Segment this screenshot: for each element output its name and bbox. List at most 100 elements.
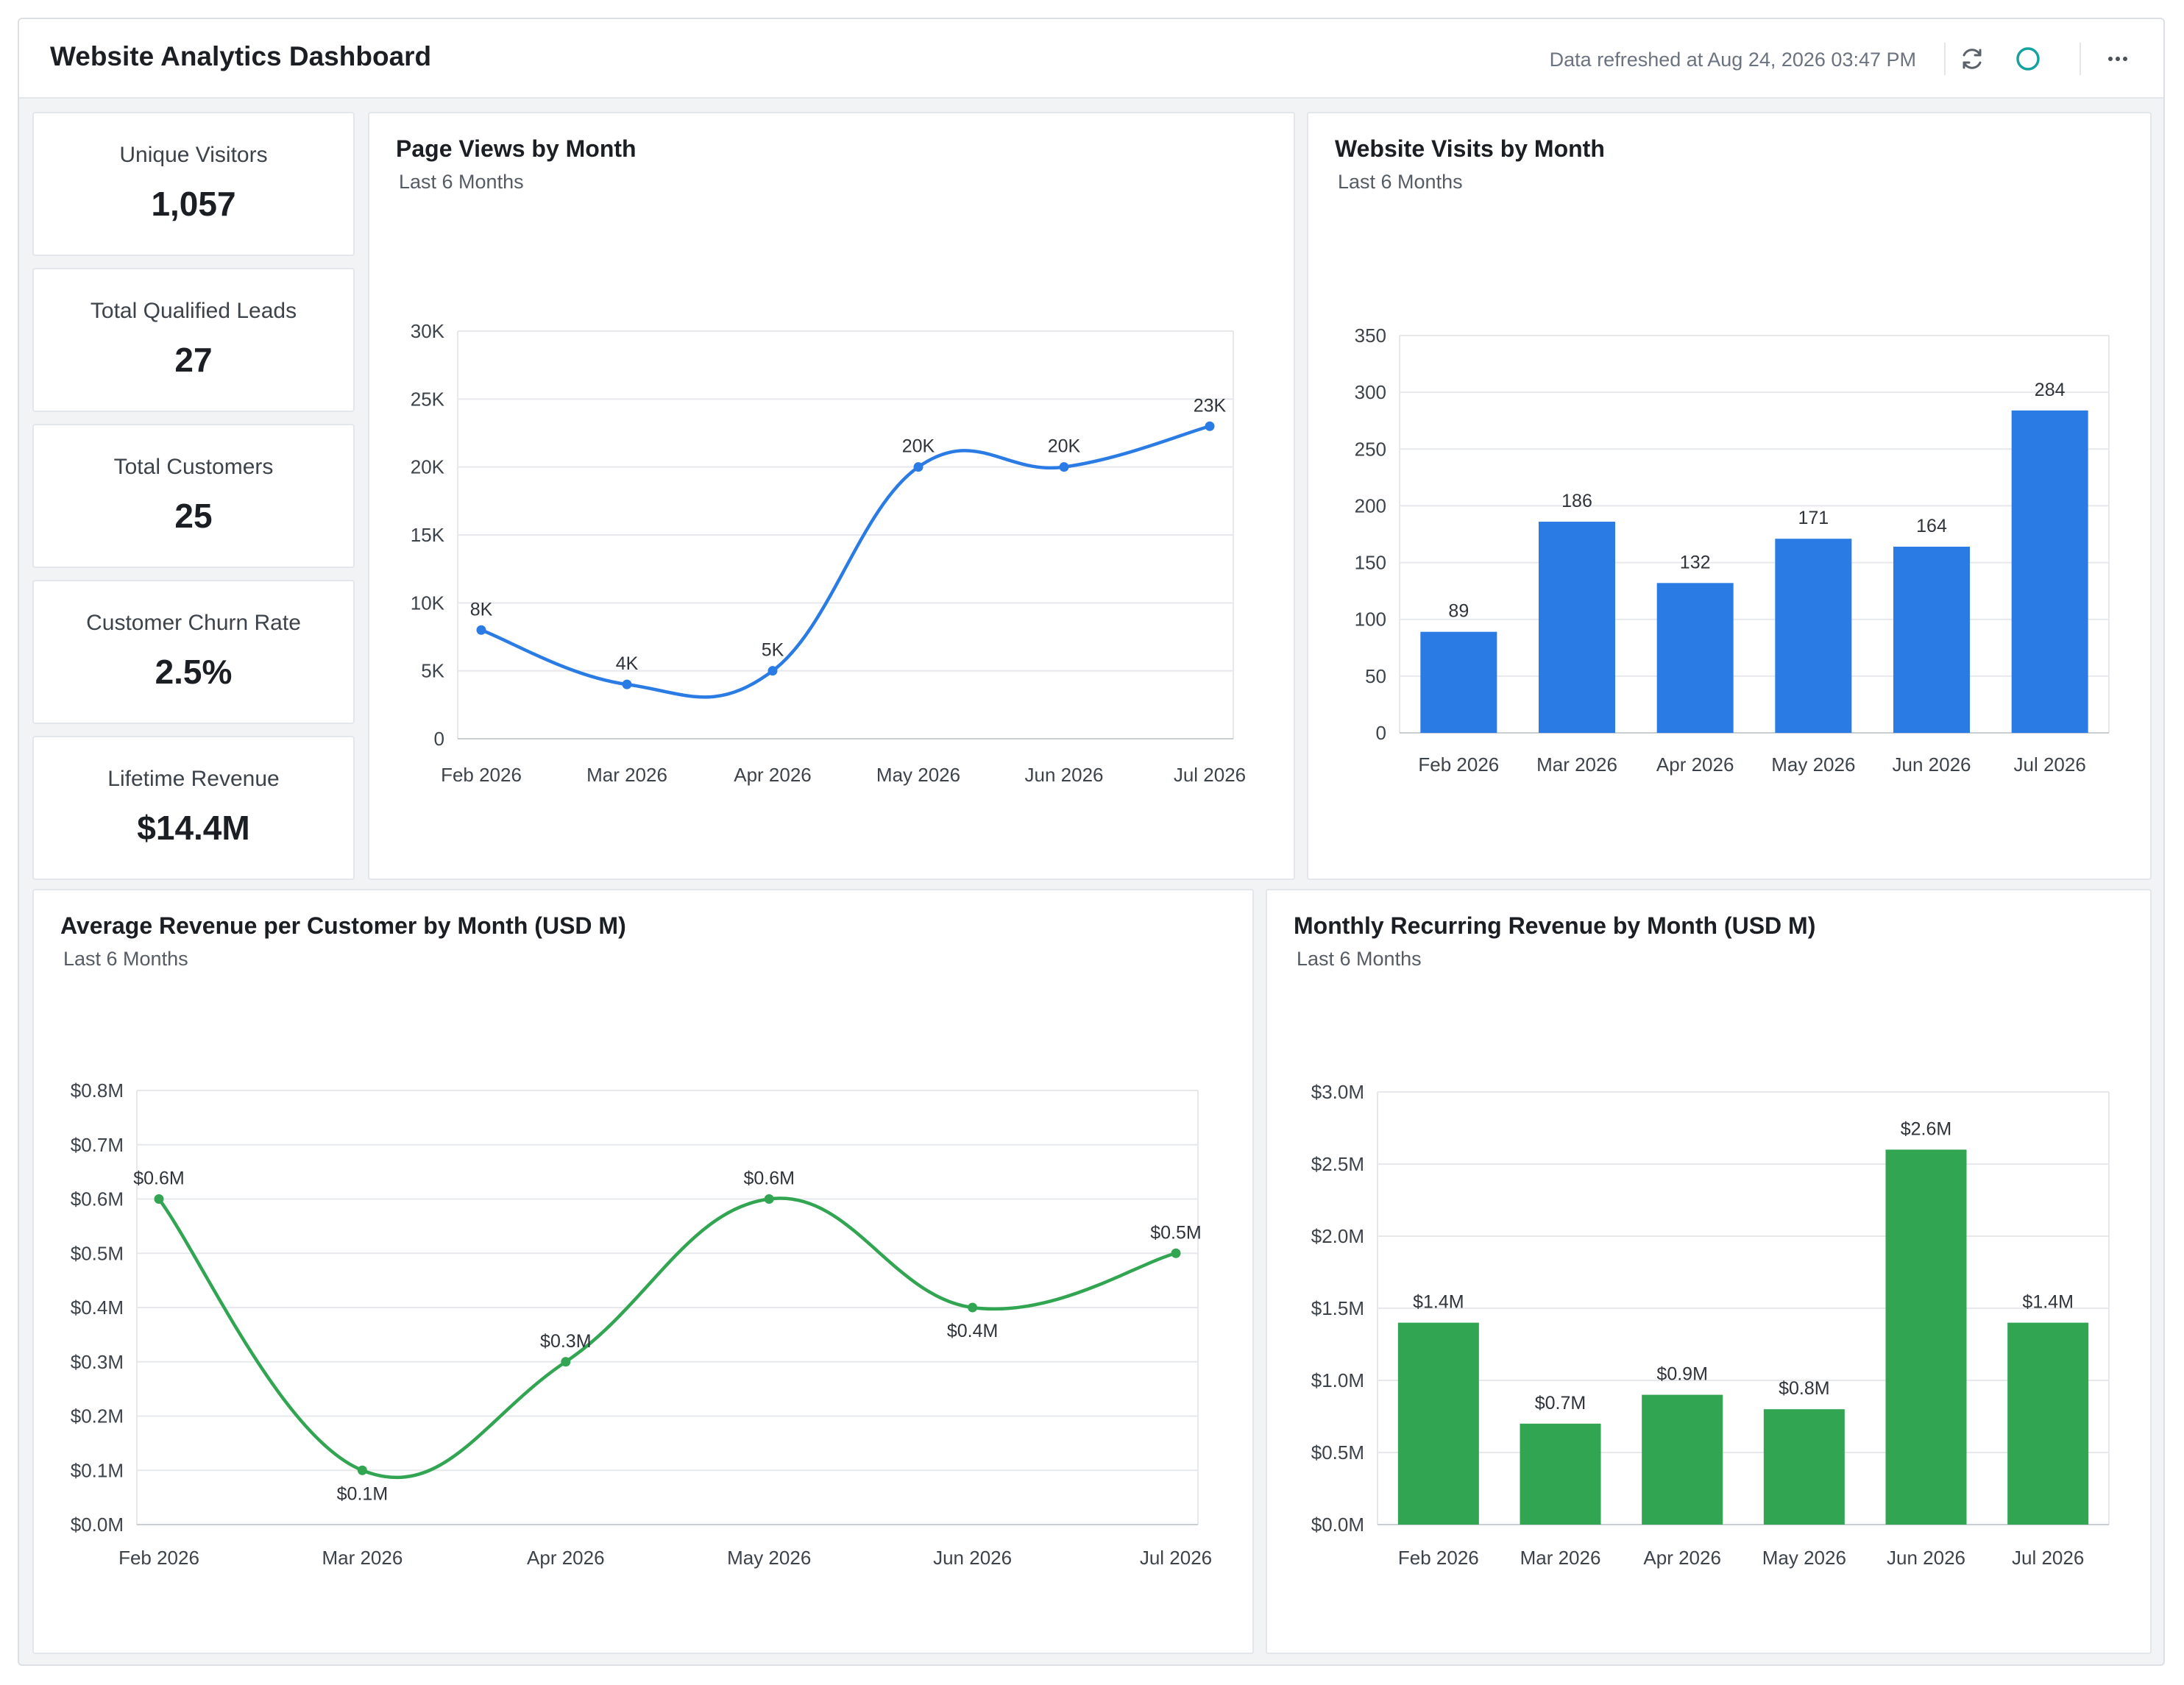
data-point bbox=[622, 679, 632, 689]
y-tick-label: $0.5M bbox=[71, 1242, 124, 1264]
y-tick-label: 50 bbox=[1365, 665, 1386, 687]
kpi-card-lifetime-revenue[interactable]: Lifetime Revenue $14.4M bbox=[32, 736, 355, 880]
chart-subtitle: Last 6 Months bbox=[399, 171, 524, 193]
page-title: Website Analytics Dashboard bbox=[50, 41, 432, 71]
kpi-label: Customer Churn Rate bbox=[86, 611, 301, 635]
x-tick-label: Mar 2026 bbox=[1536, 753, 1617, 776]
y-tick-label: $3.0M bbox=[1311, 1081, 1364, 1103]
y-tick-label: $0.4M bbox=[71, 1296, 124, 1319]
y-tick-label: $0.5M bbox=[1311, 1441, 1364, 1464]
data-label: $0.1M bbox=[337, 1483, 388, 1504]
x-tick-label: Jul 2026 bbox=[2014, 753, 2086, 776]
more-options-button[interactable] bbox=[2100, 41, 2135, 77]
data-refreshed-timestamp: Data refreshed at Aug 24, 2026 03:47 PM bbox=[1549, 49, 1916, 71]
dashboard-frame: Website Analytics Dashboard Data refresh… bbox=[18, 18, 2165, 1666]
chart-subtitle: Last 6 Months bbox=[1338, 171, 1463, 193]
y-tick-label: $0.3M bbox=[71, 1351, 124, 1373]
page-views-chart-card[interactable]: Page Views by Month Last 6 Months 0 5K 10K… bbox=[368, 112, 1295, 880]
data-label: 20K bbox=[1048, 436, 1081, 457]
y-tick-label: $0.7M bbox=[71, 1134, 124, 1156]
data-point bbox=[767, 666, 778, 676]
data-label: $1.4M bbox=[1413, 1292, 1464, 1313]
status-button[interactable] bbox=[2010, 41, 2046, 77]
kpi-value: 27 bbox=[174, 341, 213, 379]
data-label: 89 bbox=[1448, 601, 1469, 622]
y-tick-label: $0.6M bbox=[71, 1188, 124, 1210]
bar bbox=[1893, 546, 1970, 733]
kpi-value: 25 bbox=[174, 497, 213, 535]
kpi-label: Unique Visitors bbox=[119, 143, 268, 167]
y-tick-label: $2.5M bbox=[1311, 1153, 1364, 1175]
data-label: 171 bbox=[1798, 508, 1829, 528]
bar bbox=[2011, 410, 2088, 733]
bar bbox=[1885, 1149, 1967, 1525]
y-tick-label: 200 bbox=[1355, 494, 1386, 517]
y-tick-label: 30K bbox=[411, 320, 445, 342]
more-options-icon bbox=[2108, 57, 2127, 61]
y-tick-label: $2.0M bbox=[1311, 1225, 1364, 1247]
kpi-card-customer-churn-rate[interactable]: Customer Churn Rate 2.5% bbox=[32, 580, 355, 724]
chart-title: Website Visits by Month bbox=[1335, 135, 1605, 162]
website-visits-chart-card[interactable]: Website Visits by Month Last 6 Months 0 5… bbox=[1307, 112, 2152, 880]
website-visits-bar-chart: 0 50 100 150 200 250 300 350 Feb 2026 Mar 2026 Apr… bbox=[1355, 324, 2110, 776]
y-tick-label: 15K bbox=[411, 524, 445, 546]
x-tick-label: Apr 2026 bbox=[1643, 1547, 1721, 1569]
header-divider bbox=[1944, 43, 1946, 75]
chart-title: Page Views by Month bbox=[396, 135, 637, 162]
y-tick-label: 300 bbox=[1355, 381, 1386, 403]
data-label: 284 bbox=[2035, 380, 2066, 400]
refresh-button[interactable] bbox=[1954, 41, 1990, 77]
series-line bbox=[157, 1196, 1178, 1480]
x-tick-label: May 2026 bbox=[1762, 1547, 1846, 1569]
x-tick-label: Apr 2026 bbox=[1656, 753, 1734, 776]
y-tick-label: 0 bbox=[434, 728, 444, 750]
data-label: 186 bbox=[1561, 491, 1592, 511]
bar bbox=[1775, 539, 1852, 733]
x-tick-label: May 2026 bbox=[1771, 753, 1855, 776]
x-tick-label: Feb 2026 bbox=[1398, 1547, 1479, 1569]
data-point bbox=[154, 1194, 164, 1204]
data-point bbox=[764, 1194, 774, 1204]
y-tick-label: $0.2M bbox=[71, 1405, 124, 1427]
x-tick-label: Jun 2026 bbox=[1025, 764, 1104, 786]
x-tick-label: May 2026 bbox=[876, 764, 960, 786]
data-label: $0.7M bbox=[1535, 1393, 1586, 1413]
x-tick-label: Apr 2026 bbox=[734, 764, 812, 786]
y-tick-label: 0 bbox=[1376, 722, 1386, 744]
data-label: 132 bbox=[1680, 552, 1711, 572]
bar bbox=[1642, 1394, 1723, 1525]
kpi-value: 1,057 bbox=[151, 185, 236, 223]
kpi-value: 2.5% bbox=[155, 653, 233, 691]
x-tick-label: Apr 2026 bbox=[527, 1547, 605, 1569]
x-tick-label: Jul 2026 bbox=[1140, 1547, 1212, 1569]
data-label: 164 bbox=[1916, 516, 1947, 536]
data-label: $1.4M bbox=[2022, 1292, 2073, 1313]
bar bbox=[1520, 1423, 1601, 1525]
kpi-card-total-qualified-leads[interactable]: Total Qualified Leads 27 bbox=[32, 268, 355, 412]
chart-title: Average Revenue per Customer by Month (U… bbox=[60, 912, 626, 939]
x-tick-label: Mar 2026 bbox=[586, 764, 667, 786]
mrr-bar-chart: $0.0M $0.5M $1.0M $1.5M $2.0M $2.5M $3.0M Feb 2… bbox=[1311, 1081, 2110, 1569]
chart-title: Monthly Recurring Revenue by Month (USD … bbox=[1294, 912, 1816, 939]
data-label: $0.8M bbox=[1779, 1378, 1829, 1399]
y-tick-label: 100 bbox=[1355, 609, 1386, 631]
y-tick-label: 350 bbox=[1355, 324, 1386, 347]
data-label: $0.9M bbox=[1656, 1364, 1707, 1385]
y-tick-label: $0.0M bbox=[1311, 1514, 1364, 1536]
data-label: 5K bbox=[762, 640, 784, 661]
kpi-card-total-customers[interactable]: Total Customers 25 bbox=[32, 424, 355, 568]
bar bbox=[1397, 1322, 1479, 1525]
bar bbox=[1539, 522, 1615, 733]
data-label: $2.6M bbox=[1901, 1118, 1951, 1139]
data-point bbox=[476, 625, 486, 635]
avg-revenue-per-customer-chart-card[interactable]: Average Revenue per Customer by Month (U… bbox=[32, 889, 1254, 1654]
monthly-recurring-revenue-chart-card[interactable]: Monthly Recurring Revenue by Month (USD … bbox=[1266, 889, 2152, 1654]
y-tick-label: $0.1M bbox=[71, 1459, 124, 1481]
y-tick-label: 150 bbox=[1355, 552, 1386, 574]
data-label: $0.6M bbox=[133, 1168, 184, 1189]
kpi-card-unique-visitors[interactable]: Unique Visitors 1,057 bbox=[32, 112, 355, 256]
data-label: $0.5M bbox=[1150, 1222, 1201, 1243]
status-circle-icon bbox=[2016, 47, 2040, 71]
chart-subtitle: Last 6 Months bbox=[63, 948, 188, 970]
x-tick-label: Jul 2026 bbox=[2012, 1547, 2084, 1569]
